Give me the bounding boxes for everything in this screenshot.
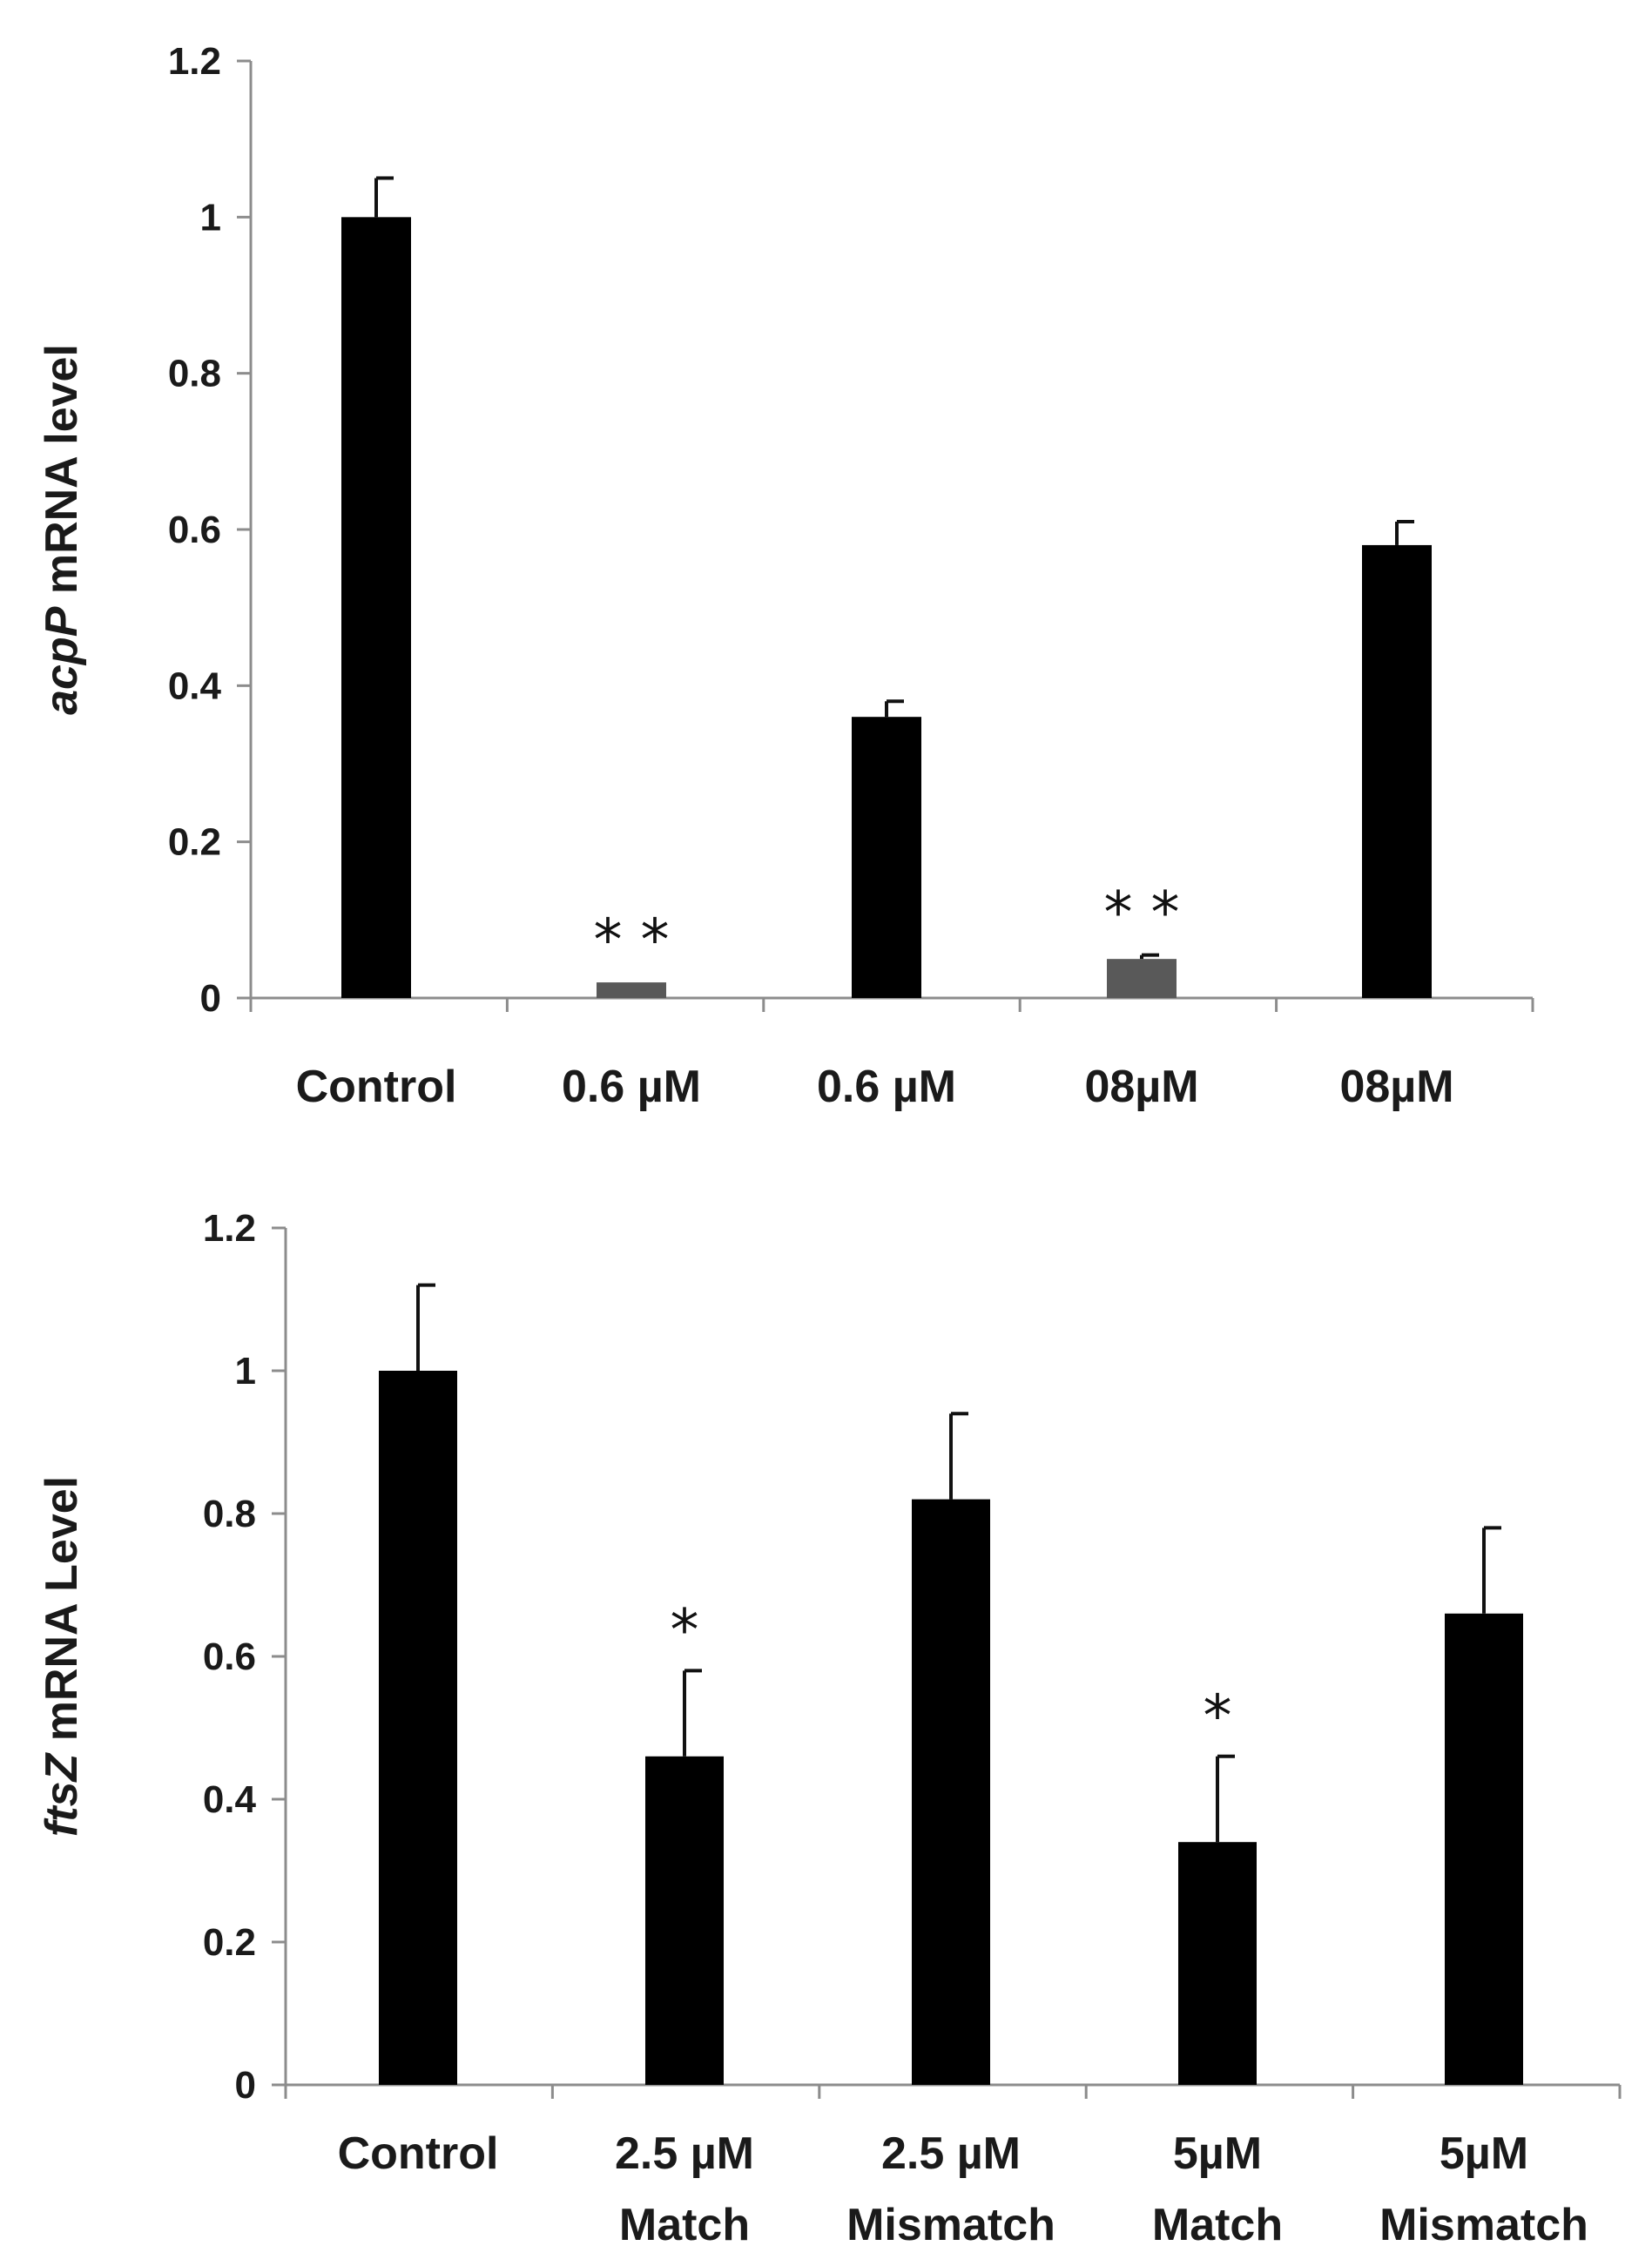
ftsz-bar xyxy=(912,1499,990,2085)
acpp-significance-mark: * * xyxy=(594,907,670,974)
ftsz-y-tick-label: 0.4 xyxy=(203,1778,257,1821)
ftsz-y-axis-title-gene: ftsZ xyxy=(37,1752,87,1838)
ftsz-y-tick-label: 0.2 xyxy=(203,1921,256,1964)
acpp-significance-mark: * * xyxy=(1104,880,1180,947)
acpp-category-label: 0.6 µM xyxy=(817,1062,956,1112)
ftsz-significance-mark: * xyxy=(671,1596,699,1663)
ftsz-chart: 0 0.2 0.4 0.6 0.8 1 1.2 Control * 2.5 µM Match 2.5 … xyxy=(37,1207,1622,2250)
acpp-y-axis-title-gene: acpP xyxy=(37,606,87,715)
ftsz-category-label: Mismatch xyxy=(1379,2200,1588,2250)
acpp-y-tick-label: 0.8 xyxy=(168,353,221,395)
acpp-y-axis-title-rest: mRNA level xyxy=(37,344,87,607)
ftsz-significance-mark: * xyxy=(1204,1683,1232,1750)
ftsz-category-label: 2.5 µM xyxy=(881,2128,1021,2179)
acpp-y-tick-label: 1.2 xyxy=(168,40,221,83)
acpp-y-tick-label: 0.6 xyxy=(168,509,221,551)
ftsz-y-tick-label: 0.8 xyxy=(203,1493,256,1535)
acpp-category-label: 0.6 µM xyxy=(562,1062,701,1112)
acpp-bar xyxy=(597,982,666,998)
ftsz-category-label: Match xyxy=(619,2200,750,2250)
acpp-y-tick-label: 1 xyxy=(200,196,221,239)
acpp-category-label: Control xyxy=(296,1062,457,1112)
acpp-bar xyxy=(1362,544,1432,998)
acpp-chart: 0 0.2 0.4 0.6 0.8 1 1.2 Control * * 0.6 µM 0.6 µM *… xyxy=(37,40,1534,1112)
acpp-category-label: 08µM xyxy=(1339,1062,1453,1112)
ftsz-category-label: 5µM xyxy=(1173,2128,1262,2179)
acpp-y-tick-label: 0.2 xyxy=(168,821,221,864)
ftsz-category-label: 5µM xyxy=(1440,2128,1528,2179)
ftsz-y-tick-label: 1 xyxy=(235,1350,256,1393)
ftsz-bar xyxy=(1178,1842,1257,2085)
acpp-y-tick-label: 0 xyxy=(200,977,221,1020)
ftsz-y-tick-label: 0.6 xyxy=(203,1635,256,1678)
acpp-bar xyxy=(341,217,411,999)
ftsz-bar xyxy=(379,1371,457,2085)
ftsz-y-tick-label: 1.2 xyxy=(203,1207,256,1250)
ftsz-category-label: Match xyxy=(1152,2200,1283,2250)
ftsz-bar xyxy=(1445,1613,1523,2085)
acpp-bar xyxy=(852,717,921,998)
ftsz-category-label: Mismatch xyxy=(846,2200,1055,2250)
ftsz-y-axis-title-rest: mRNA Level xyxy=(37,1476,87,1754)
acpp-bar xyxy=(1107,959,1177,998)
ftsz-y-axis-title: ftsZ mRNA Level xyxy=(37,1476,87,1837)
acpp-y-axis-title: acpP mRNA level xyxy=(37,344,87,715)
ftsz-category-label: 2.5 µM xyxy=(615,2128,754,2179)
acpp-y-tick-label: 0.4 xyxy=(168,664,222,707)
ftsz-category-label: Control xyxy=(338,2128,499,2179)
ftsz-y-tick-label: 0 xyxy=(235,2064,256,2107)
acpp-category-label: 08µM xyxy=(1084,1062,1198,1112)
ftsz-bar xyxy=(645,1756,724,2085)
